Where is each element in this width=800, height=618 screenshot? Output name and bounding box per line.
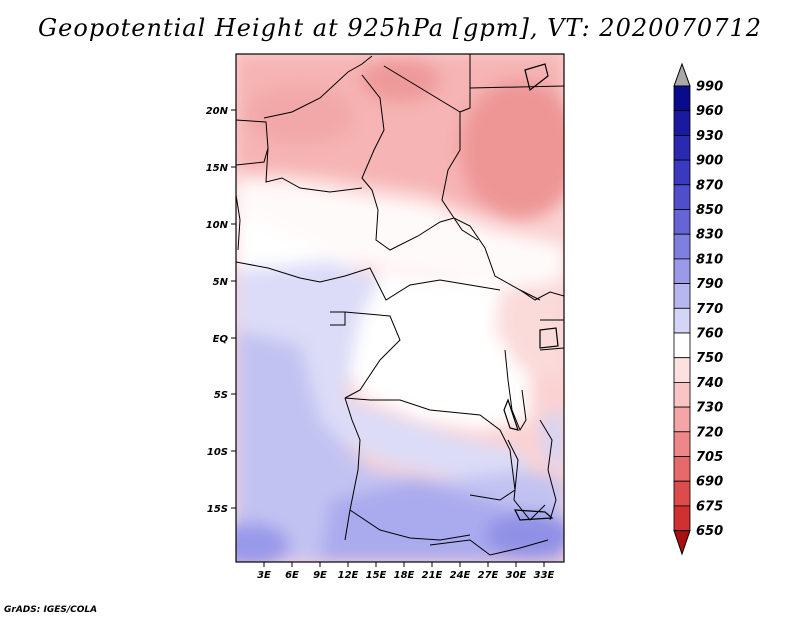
colorbar-label: 760: [696, 327, 723, 342]
lat-tick-marks: [231, 109, 236, 509]
colorbar-label: 790: [696, 277, 723, 292]
colorbar-label: 960: [696, 104, 723, 119]
colorbar-label: 990: [696, 80, 723, 95]
colorbar-label: 650: [696, 524, 723, 539]
colorbar-cell: [673, 85, 691, 112]
lat-label: EQ: [213, 334, 229, 345]
lat-label: 5N: [213, 277, 229, 288]
colorbar-label: 930: [696, 129, 723, 144]
lon-label: 12E: [338, 570, 359, 581]
lon-label: 30E: [506, 570, 527, 581]
lon-tick-marks: [263, 562, 545, 567]
lon-label: 6E: [285, 570, 299, 581]
colorbar-cell: [673, 184, 691, 210]
colorbar-label: 770: [696, 302, 723, 317]
colorbar-cell: [673, 332, 691, 359]
colorbar-cell: [673, 381, 691, 408]
colorbar-label: 810: [696, 252, 723, 267]
colorbar-label: 705: [696, 450, 723, 465]
colorbar-label: 740: [696, 376, 723, 391]
lat-label: 15N: [206, 163, 229, 174]
colorbar-cell: [673, 406, 691, 433]
lon-label: 24E: [450, 570, 471, 581]
colorbar-cell: [673, 134, 691, 161]
colorbar-over-arrow: [673, 62, 691, 87]
colorbar-label: 900: [696, 154, 723, 169]
colorbar-cell: [673, 258, 691, 284]
grads-credit: GrADS: IGES/COLA: [4, 605, 98, 615]
colorbar-label: 830: [696, 228, 723, 243]
lon-label: 21E: [422, 570, 443, 581]
lon-label: 33E: [534, 570, 555, 581]
lat-label: 10N: [206, 220, 229, 231]
lat-label: 20N: [206, 106, 229, 117]
colorbar-cell: [673, 307, 691, 334]
lon-labels: 3E 6E 9E 12E 15E 18E 21E 24E 27E 30E 33E: [257, 570, 554, 581]
colorbar-label: 690: [696, 475, 723, 490]
colorbar-cell: [673, 283, 691, 309]
lat-label: 5S: [214, 390, 228, 401]
colorbar-label: 870: [696, 178, 723, 193]
lakes: [503, 63, 559, 521]
lon-label: 18E: [394, 570, 415, 581]
country-borders: [236, 54, 564, 556]
lat-label: 10S: [207, 447, 228, 458]
colorbar-label: 730: [696, 401, 723, 416]
colorbar-cell: [673, 110, 691, 136]
colorbar-cell: [673, 159, 691, 186]
lon-label: 9E: [313, 570, 327, 581]
chart-title: Geopotential Height at 925hPa [gpm], VT:…: [38, 14, 762, 42]
colorbar-cell: [673, 431, 691, 457]
lat-label: 15S: [207, 504, 228, 515]
lat-labels: 20N 15N 10N 5N EQ 5S 10S 15S: [206, 106, 229, 515]
colorbar-label: 750: [696, 351, 723, 366]
colorbar-cell: [673, 209, 691, 235]
colorbar-cell: [673, 357, 691, 383]
colorbar-cell: [673, 233, 691, 260]
map-frame: [235, 53, 565, 563]
colorbar-under-arrow: [673, 530, 691, 556]
colorbar: 990 960 930 900 870 850 830 810 790 770 …: [673, 62, 723, 556]
colorbar-cell: [673, 505, 691, 531]
colorbar-cell: [673, 456, 691, 482]
colorbar-cell: [673, 480, 691, 507]
lon-label: 27E: [478, 570, 499, 581]
colorbar-label: 675: [696, 499, 723, 514]
lon-label: 15E: [366, 570, 387, 581]
lon-label: 3E: [257, 570, 271, 581]
colorbar-label: 850: [696, 203, 723, 218]
colorbar-label: 720: [696, 425, 723, 440]
height-field: [236, 54, 564, 562]
